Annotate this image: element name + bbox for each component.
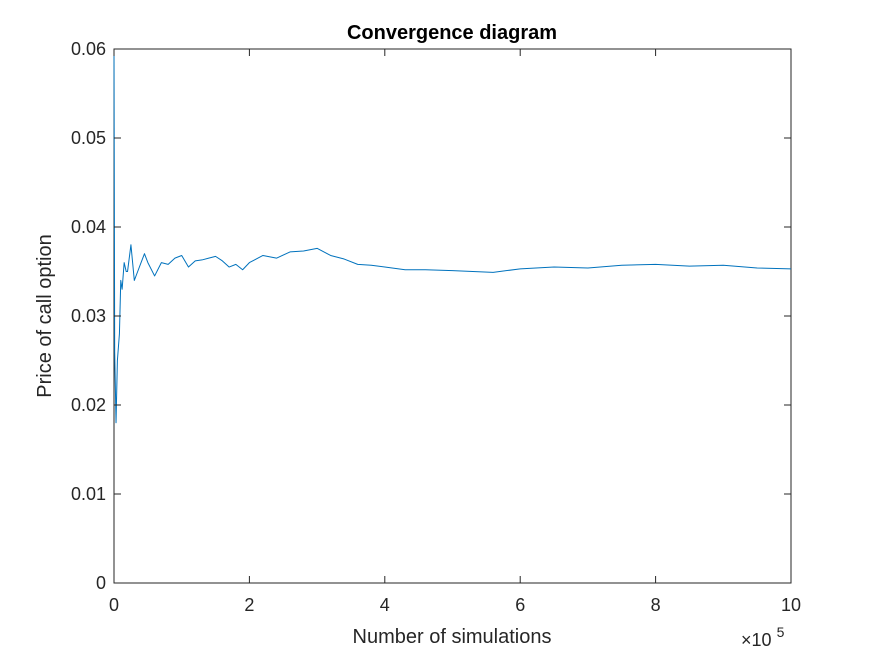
y-tick-label: 0.05 bbox=[71, 128, 106, 148]
x-axis-label: Number of simulations bbox=[353, 626, 552, 648]
y-tick-label: 0.06 bbox=[71, 39, 106, 59]
series-line bbox=[113, 48, 792, 424]
x-tick-label: 2 bbox=[244, 595, 254, 615]
y-axis-label: Price of call option bbox=[34, 234, 56, 397]
y-tick-label: 0.01 bbox=[71, 484, 106, 504]
x-axis-exponent-power: 5 bbox=[777, 624, 785, 640]
series-layer bbox=[113, 48, 792, 424]
x-tick-label: 10 bbox=[781, 595, 801, 615]
chart-title: Convergence diagram bbox=[347, 22, 557, 44]
x-axis-exponent: ×10 5 bbox=[741, 624, 785, 650]
x-tick-label: 4 bbox=[380, 595, 390, 615]
y-tick-label: 0.04 bbox=[71, 217, 106, 237]
plot-area bbox=[113, 48, 792, 584]
y-tick-label: 0.03 bbox=[71, 306, 106, 326]
x-axis-exponent-base: ×10 bbox=[741, 630, 772, 650]
x-tick-label: 8 bbox=[651, 595, 661, 615]
y-tick-label: 0 bbox=[96, 573, 106, 593]
ticks-layer: 0 2 4 6 8 10 0 0.01 0.02 0.03 0.04 0.05 0.06 bbox=[71, 39, 801, 615]
y-tick-label: 0.02 bbox=[71, 395, 106, 415]
x-tick-label: 0 bbox=[109, 595, 119, 615]
x-tick-label: 6 bbox=[515, 595, 525, 615]
